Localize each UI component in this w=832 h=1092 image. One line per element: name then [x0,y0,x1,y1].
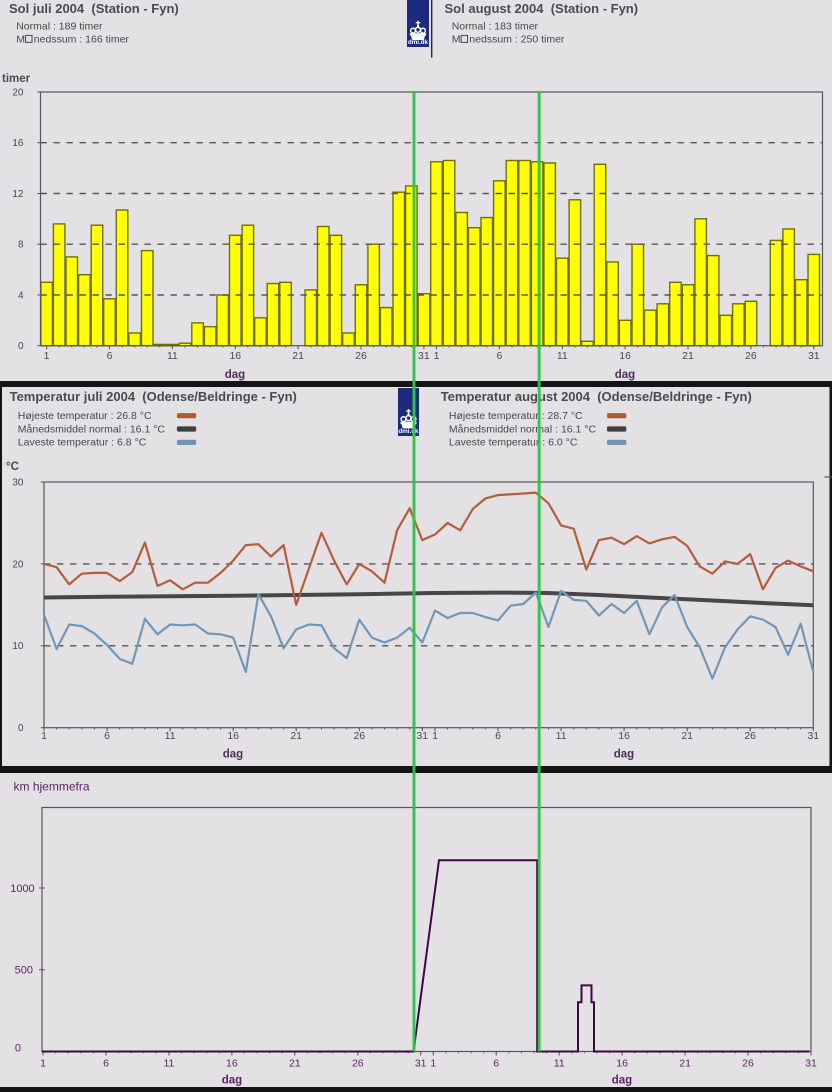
svg-text:30: 30 [12,477,24,488]
svg-text:11: 11 [557,350,568,362]
svg-text:6: 6 [496,350,502,362]
svg-text:dmi.dk: dmi.dk [408,39,428,46]
svg-text:16: 16 [226,1058,238,1070]
svg-text:31: 31 [805,1058,817,1070]
svg-text:6: 6 [107,350,113,362]
svg-text:16: 16 [229,350,241,362]
svg-text:Sol juli 2004 (Station - Fyn): Sol juli 2004 (Station - Fyn) [9,1,179,16]
svg-text:dmi.dk: dmi.dk [399,428,419,435]
svg-text:31: 31 [418,350,430,362]
svg-text:nedssum : 166 timer: nedssum : 166 timer [34,34,130,46]
svg-text:1: 1 [432,730,438,742]
svg-text:dag: dag [614,749,634,761]
svg-text:dag: dag [225,369,245,381]
svg-text:26: 26 [742,1058,754,1070]
svg-text:dag: dag [615,369,635,381]
svg-text:21: 21 [289,1058,301,1070]
svg-text:21: 21 [292,350,304,362]
svg-text:4: 4 [18,290,24,301]
svg-text:1: 1 [44,350,50,362]
svg-text:16: 16 [619,350,631,362]
svg-text:11: 11 [556,730,567,742]
svg-text:31: 31 [415,1058,427,1070]
svg-text:timer: timer [2,73,31,85]
svg-text:26: 26 [355,350,367,362]
svg-text:26: 26 [353,730,365,742]
svg-text:10: 10 [12,641,24,652]
svg-text:6: 6 [104,730,110,742]
svg-text:M: M [16,34,25,46]
svg-text:Højeste temperatur : 28.7 °C: Højeste temperatur : 28.7 °C [449,410,583,422]
svg-text:8: 8 [18,240,24,251]
svg-text:16: 16 [616,1058,628,1070]
svg-text:12: 12 [12,189,24,200]
svg-text:16: 16 [227,730,239,742]
svg-text:31: 31 [807,730,819,742]
svg-text:1: 1 [430,1058,436,1070]
svg-text:0: 0 [15,1043,21,1055]
svg-text:31: 31 [808,350,820,362]
svg-text:1: 1 [40,1058,46,1070]
svg-text:Normal : 183 timer: Normal : 183 timer [452,20,539,32]
svg-text:0: 0 [18,341,24,352]
svg-text:16: 16 [12,138,24,149]
svg-text:6: 6 [103,1058,109,1070]
svg-text:20: 20 [12,559,24,570]
svg-text:Laveste temperatur : 6.0 °C: Laveste temperatur : 6.0 °C [449,437,578,449]
svg-text:1: 1 [434,350,440,362]
svg-text:26: 26 [744,730,756,742]
svg-text:Månedsmiddel normal : 16.1 °C: Månedsmiddel normal : 16.1 °C [449,423,597,435]
svg-text:km hjemmefra: km hjemmefra [14,780,90,794]
svg-text:M: M [452,34,461,46]
svg-text:21: 21 [679,1058,691,1070]
svg-text:11: 11 [163,1058,174,1070]
svg-text:Sol august 2004 (Station - Fy: Sol august 2004 (Station - Fyn) [445,1,639,16]
svg-text:21: 21 [682,350,694,362]
svg-text:500: 500 [15,965,33,977]
svg-text:dag: dag [223,749,243,761]
svg-text:26: 26 [745,350,757,362]
svg-text:Normal : 189 timer: Normal : 189 timer [16,20,103,32]
svg-text:Månedsmiddel normal : 16.1 °C: Månedsmiddel normal : 16.1 °C [18,423,166,435]
svg-text:Laveste temperatur : 6.8 °C: Laveste temperatur : 6.8 °C [18,437,147,449]
svg-text:0: 0 [18,723,24,734]
svg-text:31: 31 [416,730,428,742]
svg-text:21: 21 [290,730,302,742]
svg-text:1: 1 [41,730,47,742]
svg-text:°C: °C [6,461,19,473]
svg-text:16: 16 [618,730,630,742]
svg-text:11: 11 [165,730,176,742]
svg-text:21: 21 [681,730,693,742]
svg-text:6: 6 [495,730,501,742]
svg-text:6: 6 [493,1058,499,1070]
svg-text:dag: dag [222,1075,242,1087]
svg-text:11: 11 [167,350,178,362]
svg-text:Temperatur juli 2004 (Odense/: Temperatur juli 2004 (Odense/Beldringe -… [10,389,297,404]
svg-text:Højeste temperatur : 26.8 °C: Højeste temperatur : 26.8 °C [18,410,152,422]
svg-text:Temperatur august 2004 (Odens: Temperatur august 2004 (Odense/Beldringe… [441,389,752,404]
svg-text:dag: dag [612,1075,632,1087]
svg-text:20: 20 [12,87,24,98]
svg-text:11: 11 [554,1058,565,1070]
svg-text:26: 26 [352,1058,364,1070]
svg-text:nedssum : 250 timer: nedssum : 250 timer [469,34,565,46]
svg-text:1000: 1000 [10,883,34,895]
